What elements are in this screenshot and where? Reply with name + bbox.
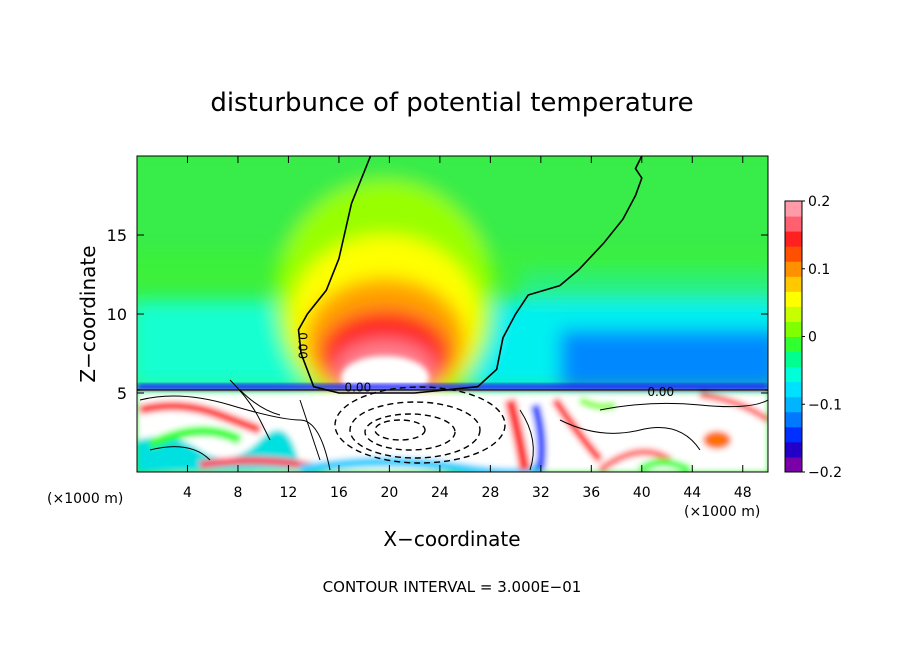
- colorbar-swatch: [785, 456, 802, 473]
- colorbar-tick-label: 0.2: [808, 194, 830, 210]
- x-tick-label: 40: [633, 485, 651, 501]
- y-tick-label: 15: [107, 226, 127, 245]
- x-tick-label: 16: [330, 485, 348, 501]
- y-axis-label: Z−coordinate: [76, 245, 100, 382]
- chart-title: disturbunce of potential temperature: [210, 88, 693, 118]
- y-tick-label: 10: [107, 305, 127, 324]
- x-axis-label: X−coordinate: [383, 527, 520, 551]
- x-tick-label: 8: [233, 485, 242, 501]
- contour-label: 0.00: [344, 380, 371, 394]
- x-tick-label: 24: [431, 485, 449, 501]
- colorbar-swatch: [785, 201, 802, 217]
- positive-contours: [139, 379, 768, 471]
- colorbar-tick-label: −0.2: [808, 465, 842, 481]
- y-axis: 5 10 15: [107, 226, 768, 403]
- x-tick-label: 32: [532, 485, 550, 501]
- colorbar-tick-label: 0.1: [808, 262, 830, 278]
- plot-area: [137, 156, 768, 472]
- x-tick-label: 44: [683, 485, 701, 501]
- contour-interval-note: CONTOUR INTERVAL = 3.000E−01: [323, 578, 582, 596]
- x-tick-label: 48: [734, 485, 752, 501]
- colorbar-swatch: [785, 411, 802, 428]
- x-tick-label: 20: [380, 485, 398, 501]
- colorbar-swatch: [785, 321, 802, 337]
- x-tick-label: 4: [183, 485, 192, 501]
- x-tick-label: 36: [582, 485, 600, 501]
- colorbar-tick-label: −0.1: [808, 397, 842, 413]
- colorbar-swatch: [785, 366, 802, 383]
- inversion-band: [137, 384, 768, 391]
- colorbar-swatch: [785, 216, 802, 232]
- colorbar-swatch: [785, 276, 802, 292]
- contour-label: 0.00: [647, 385, 674, 399]
- colorbar-swatch: [785, 261, 802, 277]
- colorbar-swatch: [785, 246, 802, 262]
- contour-labels: 0.00 0.00 0.00: [296, 332, 675, 399]
- colorbar-tick-label: 0: [808, 330, 817, 346]
- field-lower-layer: [137, 392, 768, 472]
- x-unit-right: (×1000 m): [684, 504, 760, 520]
- colorbar-swatch: [785, 441, 802, 458]
- colorbar-swatch: [785, 381, 802, 398]
- colorbar-swatch: [785, 291, 802, 307]
- x-axis: 4 8 12 16 20 24 28 32 36 40 44 48: [183, 156, 752, 501]
- x-tick-label: 28: [481, 485, 499, 501]
- negative-contours: [334, 386, 506, 464]
- x-unit-left: (×1000 m): [47, 491, 123, 507]
- colorbar-swatch: [785, 306, 802, 322]
- y-tick-label: 5: [117, 384, 127, 403]
- colorbar-swatch: [785, 426, 802, 443]
- colorbar-swatch: [785, 231, 802, 247]
- zero-contour-line: [297, 155, 643, 394]
- colorbar-swatch: [785, 336, 802, 353]
- colorbar-swatch: [785, 351, 802, 368]
- x-tick-label: 12: [280, 485, 298, 501]
- colorbar: 0.2 0.1 0 −0.1 −0.2: [784, 194, 842, 481]
- contour-label: 0.00: [296, 332, 310, 359]
- colorbar-swatch: [785, 396, 802, 413]
